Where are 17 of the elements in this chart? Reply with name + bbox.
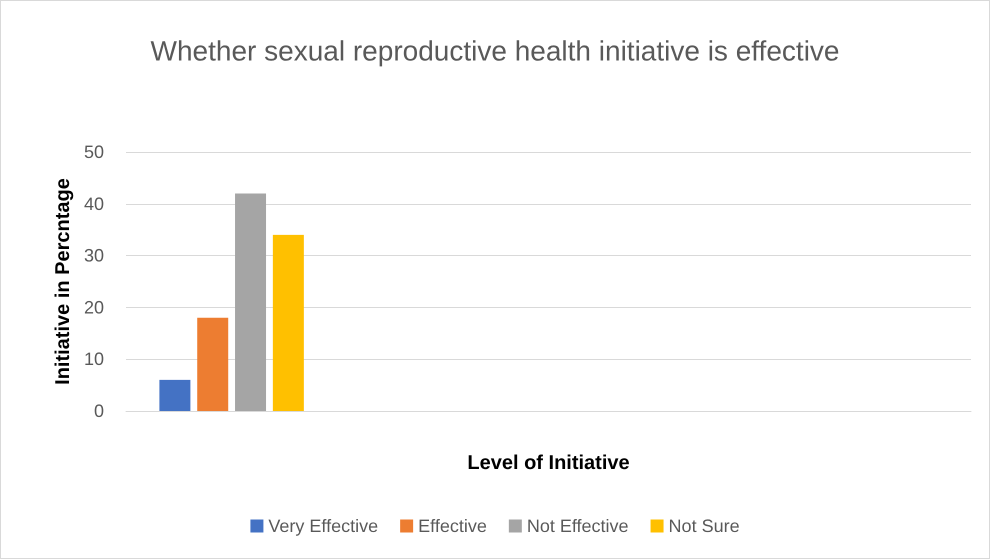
y-tick-label: 20 — [84, 297, 104, 318]
legend-label: Not Sure — [668, 516, 740, 536]
legend-label: Very Effective — [268, 516, 378, 536]
y-tick-label: 50 — [84, 142, 104, 162]
y-axis-title: Initiative in Percntage — [52, 178, 74, 385]
y-tick-label: 40 — [84, 194, 104, 214]
bar — [197, 318, 228, 411]
legend-label: Effective — [418, 516, 487, 536]
y-tick-label: 0 — [94, 401, 104, 421]
y-tick-label: 30 — [84, 246, 104, 266]
chart-title: Whether sexual reproductive health initiative is effective — [150, 36, 840, 66]
bar — [272, 234, 304, 411]
x-axis-title: Level of Initiative — [467, 452, 630, 474]
bar — [235, 193, 266, 411]
legend-label: Not Effective — [526, 516, 629, 536]
bar — [159, 380, 190, 411]
y-tick-label: 10 — [84, 349, 104, 370]
